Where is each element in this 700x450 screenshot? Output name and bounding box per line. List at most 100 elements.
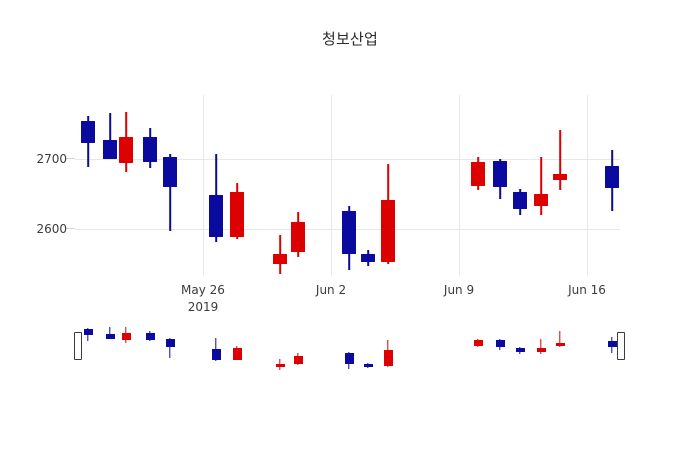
overview-candle-body <box>293 355 303 364</box>
candlestick[interactable] <box>119 95 133 275</box>
range-handle-left[interactable] <box>74 332 82 360</box>
candle-body <box>361 253 375 263</box>
candlestick[interactable] <box>513 95 527 275</box>
candle-body <box>553 174 567 181</box>
overview-candlestick <box>473 322 483 370</box>
overview-candle-body <box>232 347 242 360</box>
candle-body <box>273 253 287 264</box>
x-tick-label-1: Jun 2 <box>315 283 347 297</box>
overview-candlestick <box>293 322 303 370</box>
overview-candle-body <box>165 338 175 347</box>
overview-candlestick <box>383 322 393 370</box>
candle-body <box>381 200 395 262</box>
overview-candlestick <box>145 322 155 370</box>
candlestick[interactable] <box>143 95 157 275</box>
x-tick-label-2: Jun 9 <box>443 283 475 297</box>
overview-candlestick <box>515 322 525 370</box>
x-tick-label-0: May 26 <box>181 283 225 297</box>
overview-candle-body <box>555 343 565 346</box>
overview-candlestick <box>555 322 565 370</box>
candle-body <box>513 192 527 210</box>
candle-wick <box>169 154 171 231</box>
candlestick[interactable] <box>103 95 117 275</box>
candle-body <box>163 157 177 188</box>
candlestick[interactable] <box>534 95 548 275</box>
overview-candle-body <box>495 339 505 347</box>
candle-wick <box>540 157 542 215</box>
overview-candle-body <box>473 339 483 347</box>
main-plot-area[interactable]: 2600 2700 May 26 2019 Jun 2 Jun 9 Jun 16 <box>36 95 620 314</box>
overview-candlestick <box>536 322 546 370</box>
candle-body <box>471 162 485 187</box>
overview-candle-body <box>363 364 373 367</box>
candle-body <box>534 193 548 206</box>
candle-body <box>143 136 157 163</box>
candle-body <box>291 222 305 252</box>
candle-wick <box>559 130 561 191</box>
overview-candle-body <box>105 334 115 339</box>
overview-candle-wick <box>559 331 561 348</box>
overview-candlestick <box>363 322 373 370</box>
candlestick[interactable] <box>605 95 619 275</box>
overview-candlestick <box>275 322 285 370</box>
overview-candlestick <box>165 322 175 370</box>
candle-body <box>119 136 133 164</box>
gridline-x-1 <box>331 95 332 275</box>
y-tick-label: 2600 <box>36 222 67 237</box>
overview-candlestick <box>495 322 505 370</box>
candlestick[interactable] <box>273 95 287 275</box>
candlestick[interactable] <box>342 95 356 275</box>
candle-body <box>230 192 244 237</box>
candle-wick <box>109 112 111 159</box>
candle-body <box>209 195 223 237</box>
y-tick-label: 2700 <box>36 151 67 166</box>
overview-candle-wick <box>109 326 111 339</box>
overview-candlestick <box>121 322 131 370</box>
overview-candle-wick <box>540 338 542 354</box>
overview-candle-body <box>145 333 155 340</box>
overview-candle-body <box>383 350 393 367</box>
overview-candle-body <box>515 347 525 353</box>
overview-candlestick <box>232 322 242 370</box>
gridline-x-0 <box>203 95 204 275</box>
overview-candlestick <box>607 322 617 370</box>
candle-body <box>493 161 507 188</box>
candlestick[interactable] <box>209 95 223 275</box>
candlestick[interactable] <box>361 95 375 275</box>
overview-candle-body <box>607 340 617 347</box>
range-selector-overview[interactable] <box>74 322 625 370</box>
candlestick[interactable] <box>493 95 507 275</box>
candlestick[interactable] <box>471 95 485 275</box>
overview-candle-body <box>536 348 546 352</box>
candlestick[interactable] <box>163 95 177 275</box>
candlestick[interactable] <box>230 95 244 275</box>
page-title: 청보산업 <box>321 30 378 48</box>
range-handle-right[interactable] <box>617 332 625 360</box>
overview-candlestick <box>211 322 221 370</box>
overview-candle-body <box>275 364 285 367</box>
overview-candle-body <box>344 352 354 365</box>
gridline-y-2700 <box>75 158 620 160</box>
overview-candle-body <box>83 328 93 335</box>
candle-body <box>81 121 95 143</box>
y-tick-mark <box>66 228 75 230</box>
overview-candlestick <box>83 322 93 370</box>
overview-candle-body <box>211 348 221 360</box>
overview-candle-wick <box>169 337 171 359</box>
overview-candlestick <box>344 322 354 370</box>
overview-candlestick <box>105 322 115 370</box>
candlestick[interactable] <box>291 95 305 275</box>
gridline-x-2 <box>459 95 460 275</box>
y-tick-mark <box>66 157 75 159</box>
candlestick[interactable] <box>381 95 395 275</box>
candlestick[interactable] <box>553 95 567 275</box>
candle-body <box>605 165 619 189</box>
candle-body <box>103 140 117 159</box>
candlestick[interactable] <box>81 95 95 275</box>
gridline-x-3 <box>587 95 588 275</box>
x-tick-label-3: Jun 16 <box>568 283 606 297</box>
x-axis-year-label: 2019 <box>187 300 219 314</box>
candle-body <box>342 210 356 254</box>
overview-candle-body <box>121 333 131 341</box>
